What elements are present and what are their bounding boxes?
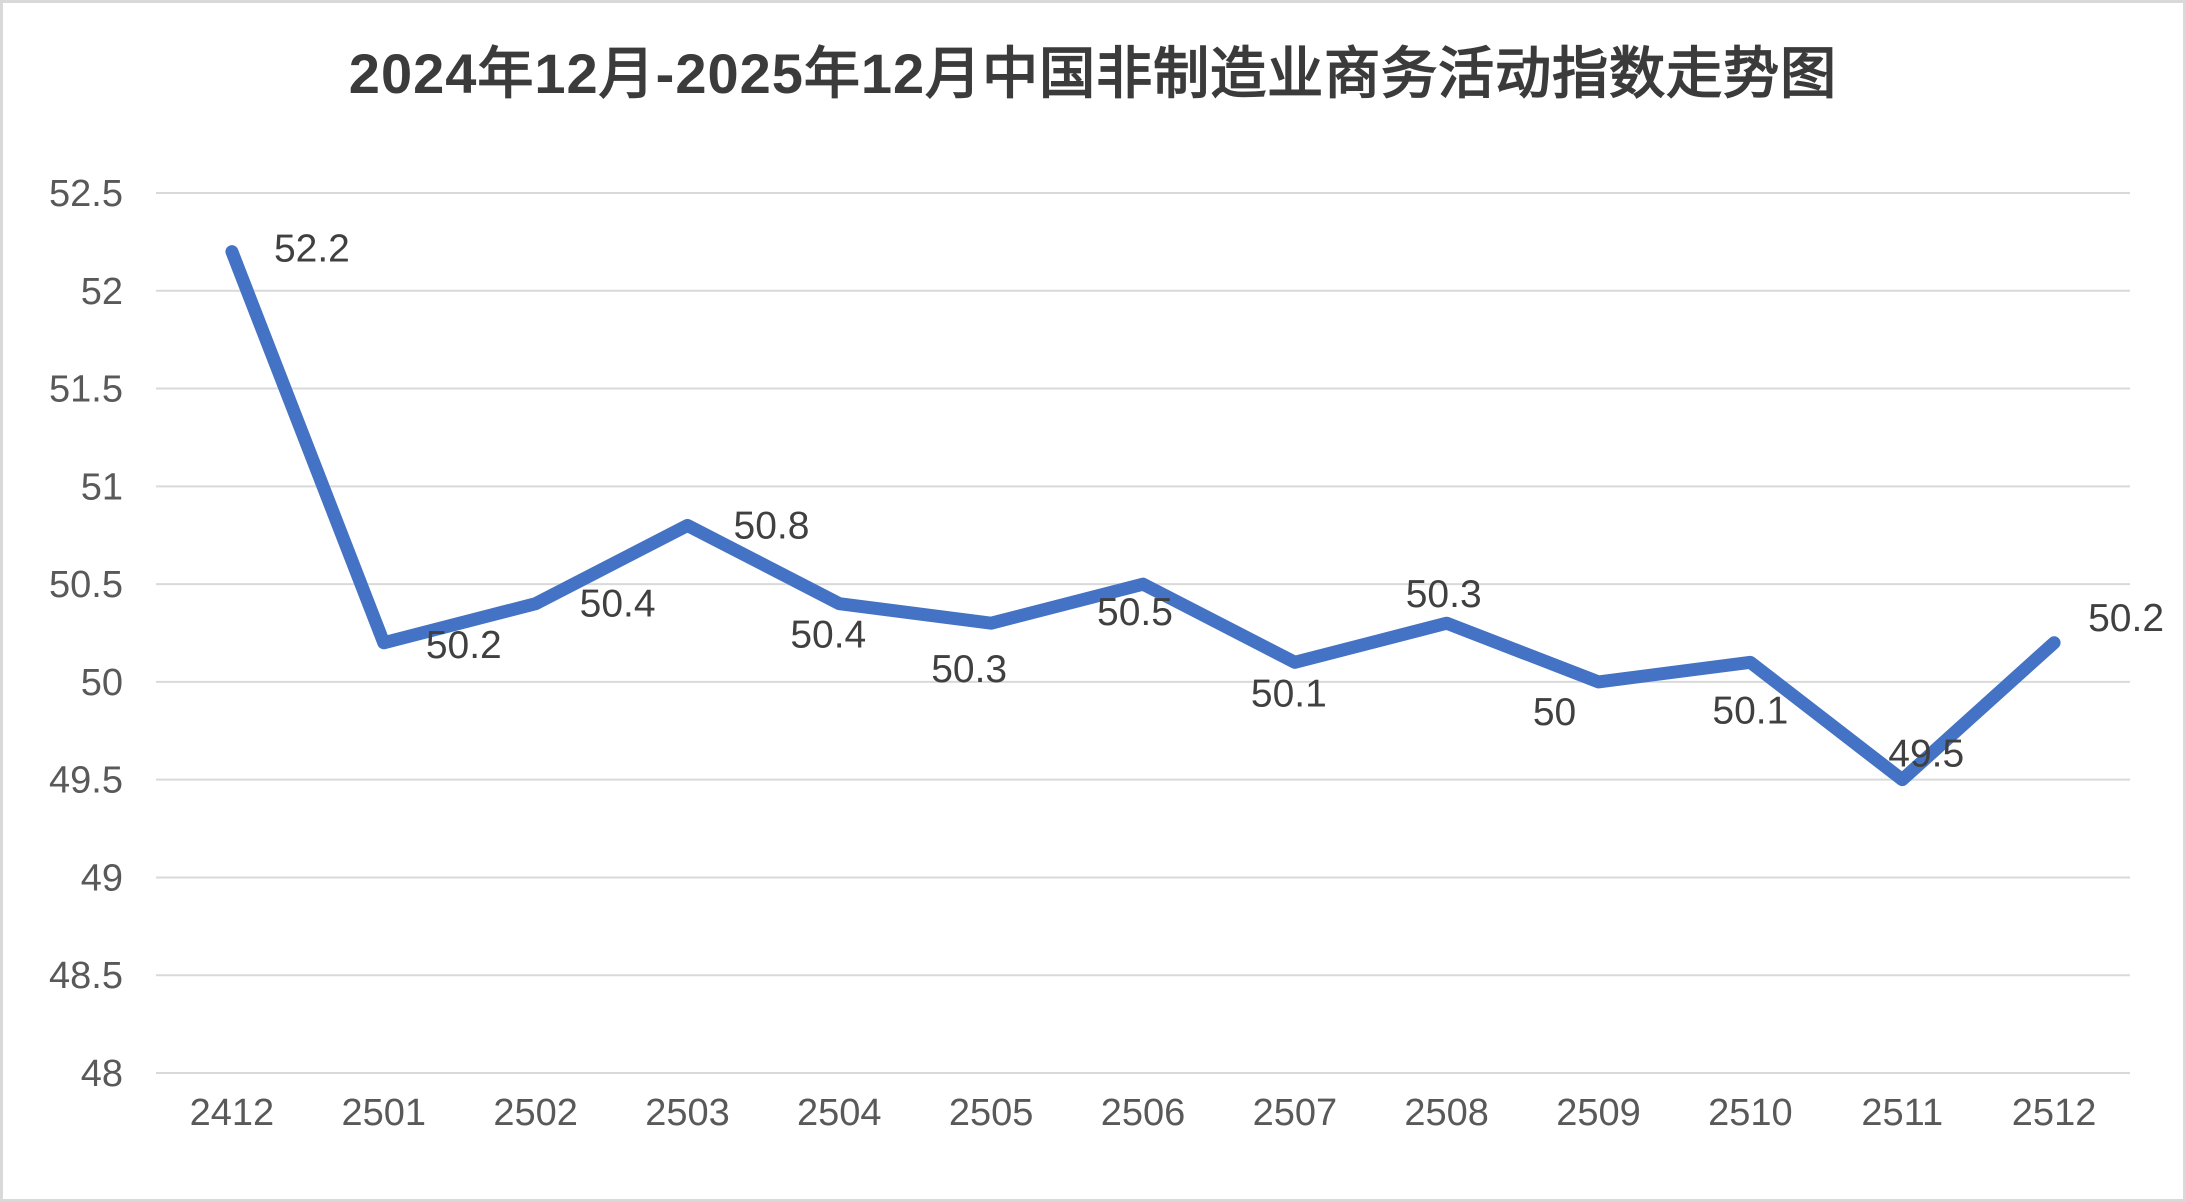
x-tick-label: 2503: [645, 1092, 730, 1134]
y-tick-label: 51: [81, 466, 123, 508]
y-tick-label: 48: [81, 1053, 123, 1095]
x-tick-label: 2504: [797, 1092, 882, 1134]
x-tick-label: 2505: [949, 1092, 1034, 1134]
data-label: 49.5: [1888, 733, 1964, 776]
y-tick-label: 49.5: [49, 760, 123, 802]
data-label: 50.8: [734, 504, 810, 547]
data-label: 50.2: [426, 624, 502, 667]
x-tick-label: 2508: [1404, 1092, 1489, 1134]
data-label: 50: [1533, 691, 1576, 734]
x-tick-label: 2509: [1556, 1092, 1641, 1134]
data-label: 50.3: [1406, 573, 1482, 616]
data-label: 50.4: [580, 583, 656, 626]
y-tick-label: 52.5: [49, 173, 123, 215]
x-tick-label: 2512: [2012, 1092, 2097, 1134]
y-tick-label: 50.5: [49, 564, 123, 606]
series-line: [225, 245, 2061, 787]
data-label: 50.3: [931, 648, 1007, 691]
y-tick-label: 49: [81, 857, 123, 899]
data-label: 50.1: [1712, 689, 1788, 732]
data-label: 50.4: [790, 614, 866, 657]
x-tick-label: 2507: [1253, 1092, 1338, 1134]
data-label: 52.2: [274, 228, 350, 271]
data-label: 50.2: [2088, 597, 2164, 640]
y-tick-label: 52: [81, 271, 123, 313]
x-tick-label: 2511: [1861, 1092, 1943, 1134]
data-label: 50.5: [1097, 591, 1173, 634]
chart-title: 2024年12月-2025年12月中国非制造业商务活动指数走势图: [348, 42, 1838, 105]
data-label: 50.1: [1251, 672, 1327, 715]
x-tick-label: 2510: [1708, 1092, 1793, 1134]
x-tick-label: 2506: [1101, 1092, 1186, 1134]
line-chart: 48 48.5 49 49.5 50 50.5 51 51.5 52 52.5 2412 2501 25…: [49, 173, 2164, 1134]
x-tick-label: 2412: [190, 1092, 275, 1134]
y-tick-label: 51.5: [49, 369, 123, 411]
y-tick-label: 50: [81, 662, 123, 704]
y-tick-label: 48.5: [49, 955, 123, 997]
x-tick-label: 2501: [341, 1092, 426, 1134]
x-tick-label: 2502: [493, 1092, 578, 1134]
